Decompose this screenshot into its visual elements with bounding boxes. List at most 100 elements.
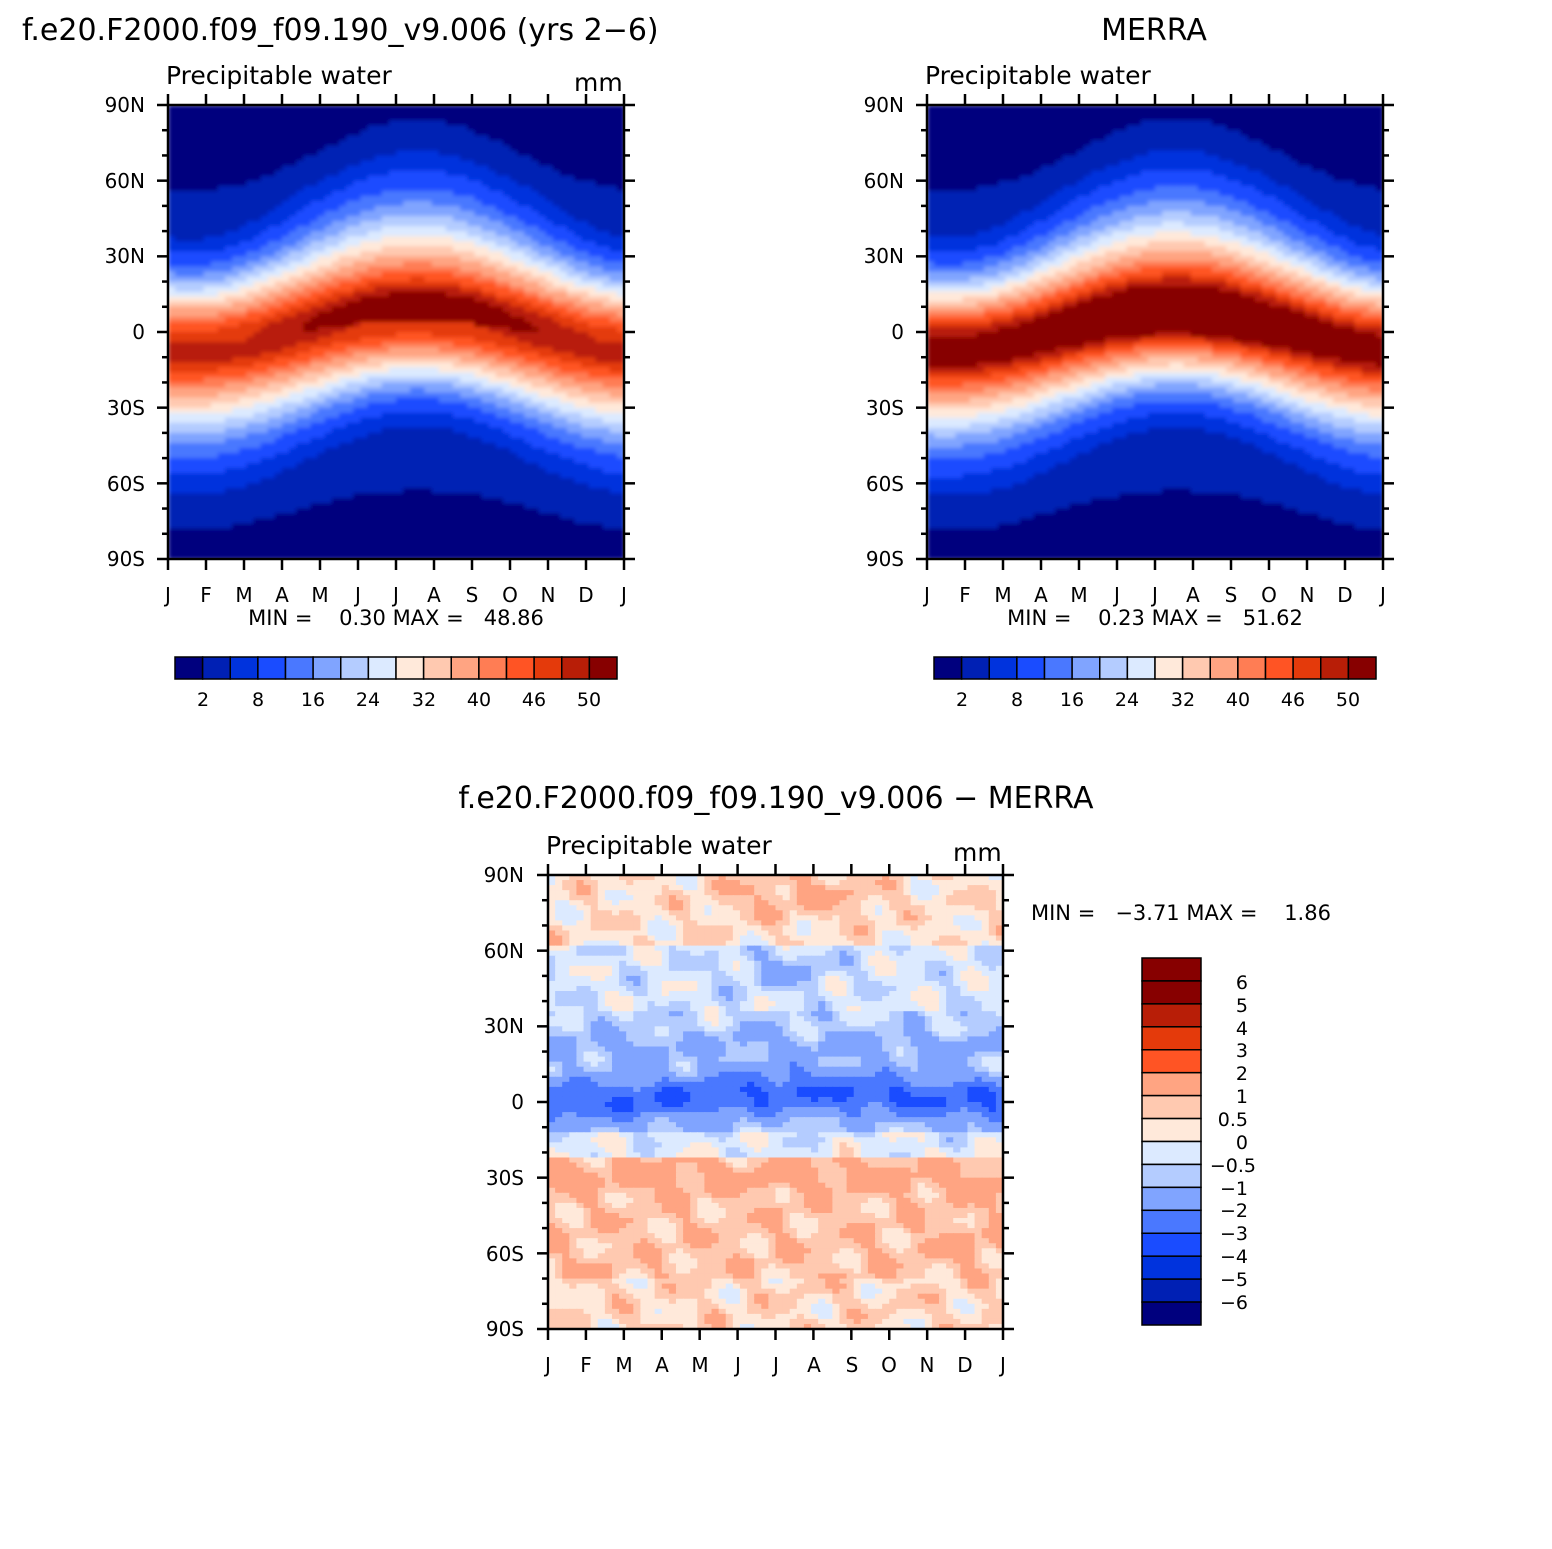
field-cell bbox=[552, 105, 561, 111]
field-cell bbox=[460, 301, 469, 308]
field-cell bbox=[424, 286, 433, 293]
field-cell bbox=[175, 175, 184, 182]
field-cell bbox=[502, 407, 511, 414]
field-cell bbox=[403, 205, 412, 212]
field-cell bbox=[524, 362, 533, 369]
field-cell bbox=[531, 170, 540, 177]
field-cell bbox=[517, 135, 526, 142]
field-cell bbox=[474, 453, 483, 459]
field-cell bbox=[210, 271, 219, 278]
field-cell bbox=[403, 407, 412, 414]
field-cell bbox=[182, 493, 191, 500]
field-cell bbox=[581, 226, 590, 232]
field-cell bbox=[339, 427, 347, 434]
field-cell bbox=[189, 387, 198, 394]
field-cell bbox=[531, 251, 540, 258]
field-cell bbox=[232, 241, 241, 248]
field-cell bbox=[417, 347, 426, 353]
field-cell bbox=[417, 301, 426, 308]
field-cell bbox=[567, 332, 575, 338]
field-cell bbox=[445, 276, 454, 283]
field-cell bbox=[602, 402, 611, 409]
field-cell bbox=[282, 342, 290, 348]
field-cell bbox=[210, 422, 219, 429]
field-cell bbox=[581, 473, 590, 480]
field-cell bbox=[488, 488, 497, 495]
field-cell bbox=[260, 377, 269, 384]
field-cell bbox=[182, 160, 191, 167]
field-cell bbox=[324, 432, 333, 439]
field-cell bbox=[203, 185, 212, 192]
field-cell bbox=[552, 200, 561, 207]
field-cell bbox=[203, 286, 212, 293]
field-cell bbox=[481, 246, 490, 253]
field-cell bbox=[396, 422, 404, 429]
field-cell bbox=[510, 362, 518, 369]
field-cell bbox=[531, 185, 540, 192]
field-cell bbox=[588, 190, 597, 197]
field-cell bbox=[310, 422, 319, 429]
field-cell bbox=[474, 120, 483, 126]
field-cell bbox=[388, 412, 397, 419]
field-cell bbox=[360, 342, 369, 348]
field-cell bbox=[567, 150, 575, 157]
field-cell bbox=[431, 367, 440, 374]
field-cell bbox=[339, 215, 347, 222]
field-cell bbox=[531, 150, 540, 157]
field-cell bbox=[282, 437, 290, 444]
field-cell bbox=[510, 251, 518, 258]
field-cell bbox=[538, 427, 547, 434]
field-cell bbox=[246, 367, 255, 374]
field-cell bbox=[609, 352, 618, 359]
field-cell bbox=[460, 342, 469, 348]
field-cell bbox=[424, 422, 433, 429]
field-cell bbox=[324, 105, 333, 111]
field-cell bbox=[502, 342, 511, 348]
field-cell bbox=[196, 291, 205, 298]
field-cell bbox=[474, 175, 483, 182]
field-cell bbox=[581, 407, 590, 414]
field-cell bbox=[531, 473, 540, 480]
field-cell bbox=[460, 251, 469, 258]
field-cell bbox=[595, 155, 604, 162]
field-cell bbox=[524, 453, 533, 459]
field-cell bbox=[267, 387, 276, 394]
field-cell bbox=[431, 140, 440, 147]
field-cell bbox=[567, 120, 575, 126]
field-cell bbox=[253, 120, 262, 126]
field-cell bbox=[274, 488, 283, 495]
field-cell bbox=[396, 473, 404, 480]
field-cell bbox=[602, 488, 611, 495]
field-cell bbox=[331, 357, 340, 364]
field-cell bbox=[431, 281, 440, 288]
field-cell bbox=[460, 221, 469, 227]
field-cell bbox=[502, 432, 511, 439]
field-cell bbox=[346, 337, 355, 343]
field-cell bbox=[545, 458, 554, 464]
field-cell bbox=[510, 135, 518, 142]
field-cell bbox=[303, 246, 312, 253]
field-cell bbox=[552, 165, 561, 172]
field-cell bbox=[495, 417, 504, 424]
field-cell bbox=[282, 110, 290, 116]
field-cell bbox=[602, 115, 611, 121]
field-cell bbox=[246, 276, 255, 283]
field-cell bbox=[282, 150, 290, 157]
field-cell bbox=[182, 342, 191, 348]
field-cell bbox=[481, 215, 490, 222]
field-cell bbox=[203, 342, 212, 348]
field-cell bbox=[595, 256, 604, 263]
field-cell bbox=[602, 145, 611, 152]
field-cell bbox=[168, 246, 176, 253]
field-cell bbox=[196, 271, 205, 278]
field-cell bbox=[303, 473, 312, 480]
field-cell bbox=[495, 342, 504, 348]
field-cell bbox=[559, 488, 568, 495]
field-cell bbox=[367, 412, 376, 419]
field-cell bbox=[260, 311, 269, 318]
field-cell bbox=[253, 326, 262, 333]
field-cell bbox=[445, 271, 454, 278]
field-cell bbox=[303, 301, 312, 308]
field-cell bbox=[396, 105, 404, 111]
field-cell bbox=[474, 352, 483, 359]
